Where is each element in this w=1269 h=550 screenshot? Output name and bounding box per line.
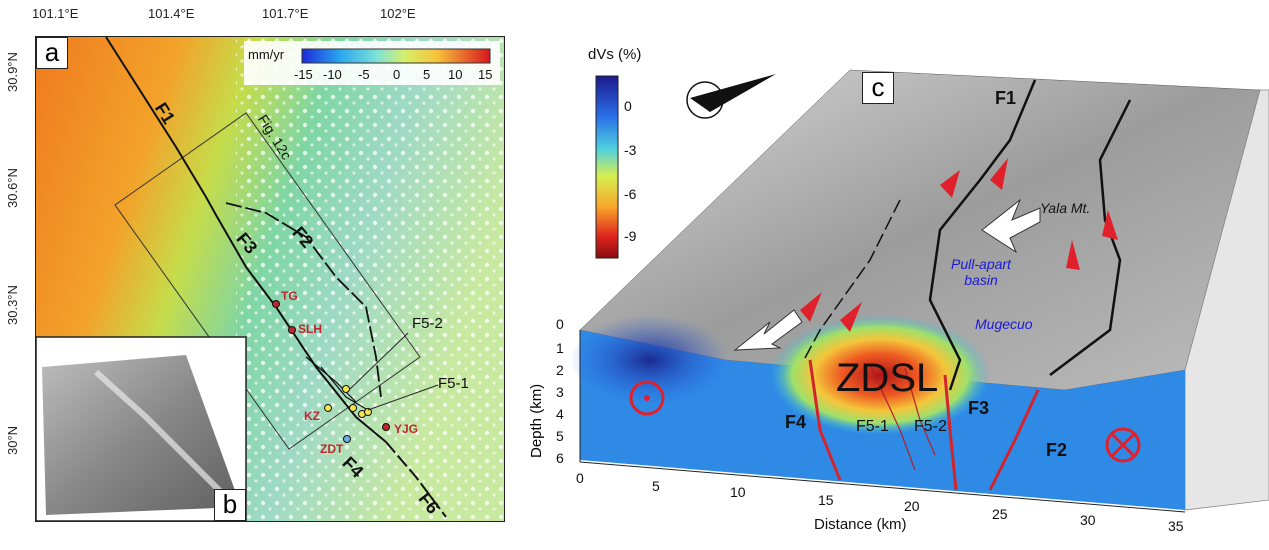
colorbar-a-tick-1: -15 [294,67,313,82]
depth-tick-6: 6 [556,450,564,466]
fault-label-c-f4: F4 [785,412,807,432]
site-tg-label: TG [281,289,298,303]
colorbar-c [595,75,619,259]
colorbar-a-tick-4: 0 [393,67,401,82]
distance-axis-title: Distance (km) [814,516,907,533]
site-kz-marker [324,404,332,412]
panel-label-b: b [214,489,246,521]
colorbar-c-tick-4: -9 [624,228,637,244]
site-kz-label: KZ [304,409,320,423]
colorbar-a-tick-2: -10 [323,67,342,82]
fault-f6-line [385,441,447,518]
site-yjg-label: YJG [394,422,419,436]
colorbar-c-title: dVs (%) [588,46,642,63]
fault-f5-lines [305,356,367,410]
site-slh-label: SLH [298,322,322,336]
fault-label-c-f1: F1 [995,88,1017,108]
velocity-map [36,37,504,521]
colorbar-a-tick-3: -5 [358,67,370,82]
colorbar-c-tick-1: 0 [624,98,632,114]
depth-tick-0: 0 [556,316,564,332]
lat-tick-4: 30°N [5,425,20,455]
fault-label-c-f5-1: F5-1 [856,418,889,435]
site-yjg-marker [382,423,390,431]
fault-f2-line [225,202,382,398]
colorbar-c-tick-3: -6 [624,186,637,202]
branch-label-f5-1: F5-1 [438,375,469,392]
distance-tick-20: 20 [904,498,920,514]
distance-tick-15: 15 [818,492,834,508]
into-page-symbol [1105,427,1141,463]
panel-a-map: a mm/yr -15 -10 -5 0 5 10 15 F1 F2 F3 F4… [35,36,505,522]
yala-mt-label: Yala Mt. [1040,200,1091,216]
fault-label-c-f5-2: F5-2 [914,418,947,435]
depth-tick-3: 3 [556,384,564,400]
lon-tick-4: 102°E [380,6,416,21]
site-zdt-marker [343,435,351,443]
white-arrow-upper [981,198,1041,254]
panel-label-c: c [862,72,894,104]
distance-tick-35: 35 [1168,518,1184,534]
colorbar-c-tick-2: -3 [624,142,637,158]
pull-apart-basin-label: Pull-apart basin [951,256,1011,288]
colorbar-a-unit: mm/yr [248,47,285,62]
branch-label-f5-2: F5-2 [412,315,443,332]
site-tg-marker [272,300,280,308]
lon-tick-2: 101.4°E [148,6,195,21]
fault-label-c-f3: F3 [968,398,990,418]
distance-tick-30: 30 [1080,512,1096,528]
colorbar-a-tick-5: 5 [423,67,431,82]
dem-inset [42,355,241,515]
lat-tick-3: 30.3°N [5,285,20,325]
site-slh-marker [288,326,296,334]
colorbar-a [301,48,491,64]
zdsl-label: ZDSL [836,356,939,400]
depth-tick-5: 5 [556,428,564,444]
lat-tick-1: 30.9°N [5,52,20,92]
depth-tick-4: 4 [556,406,564,422]
panel-label-a: a [36,37,68,69]
site-zdt-label: ZDT [320,442,344,456]
white-arrow-lower [733,309,803,351]
depth-axis-title: Depth (km) [528,383,545,458]
distance-tick-10: 10 [730,484,746,500]
fault-f1-line [105,37,217,216]
mugecuo-label: Mugecuo [975,316,1033,332]
fault-f3-line [215,214,387,443]
lat-tick-2: 30.6°N [5,168,20,208]
distance-tick-0: 0 [576,470,584,486]
depth-tick-2: 2 [556,362,564,378]
colorbar-a-tick-7: 15 [478,67,493,82]
colorbar-a-tick-6: 10 [448,67,463,82]
panel-c-block [570,69,1269,513]
fault-label-c-f2: F2 [1046,440,1068,460]
lon-tick-3: 101.7°E [262,6,309,21]
distance-tick-25: 25 [992,506,1008,522]
depth-tick-1: 1 [556,340,564,356]
out-of-page-symbol [629,380,665,416]
distance-tick-5: 5 [652,478,660,494]
lon-tick-1: 101.1°E [32,6,79,21]
